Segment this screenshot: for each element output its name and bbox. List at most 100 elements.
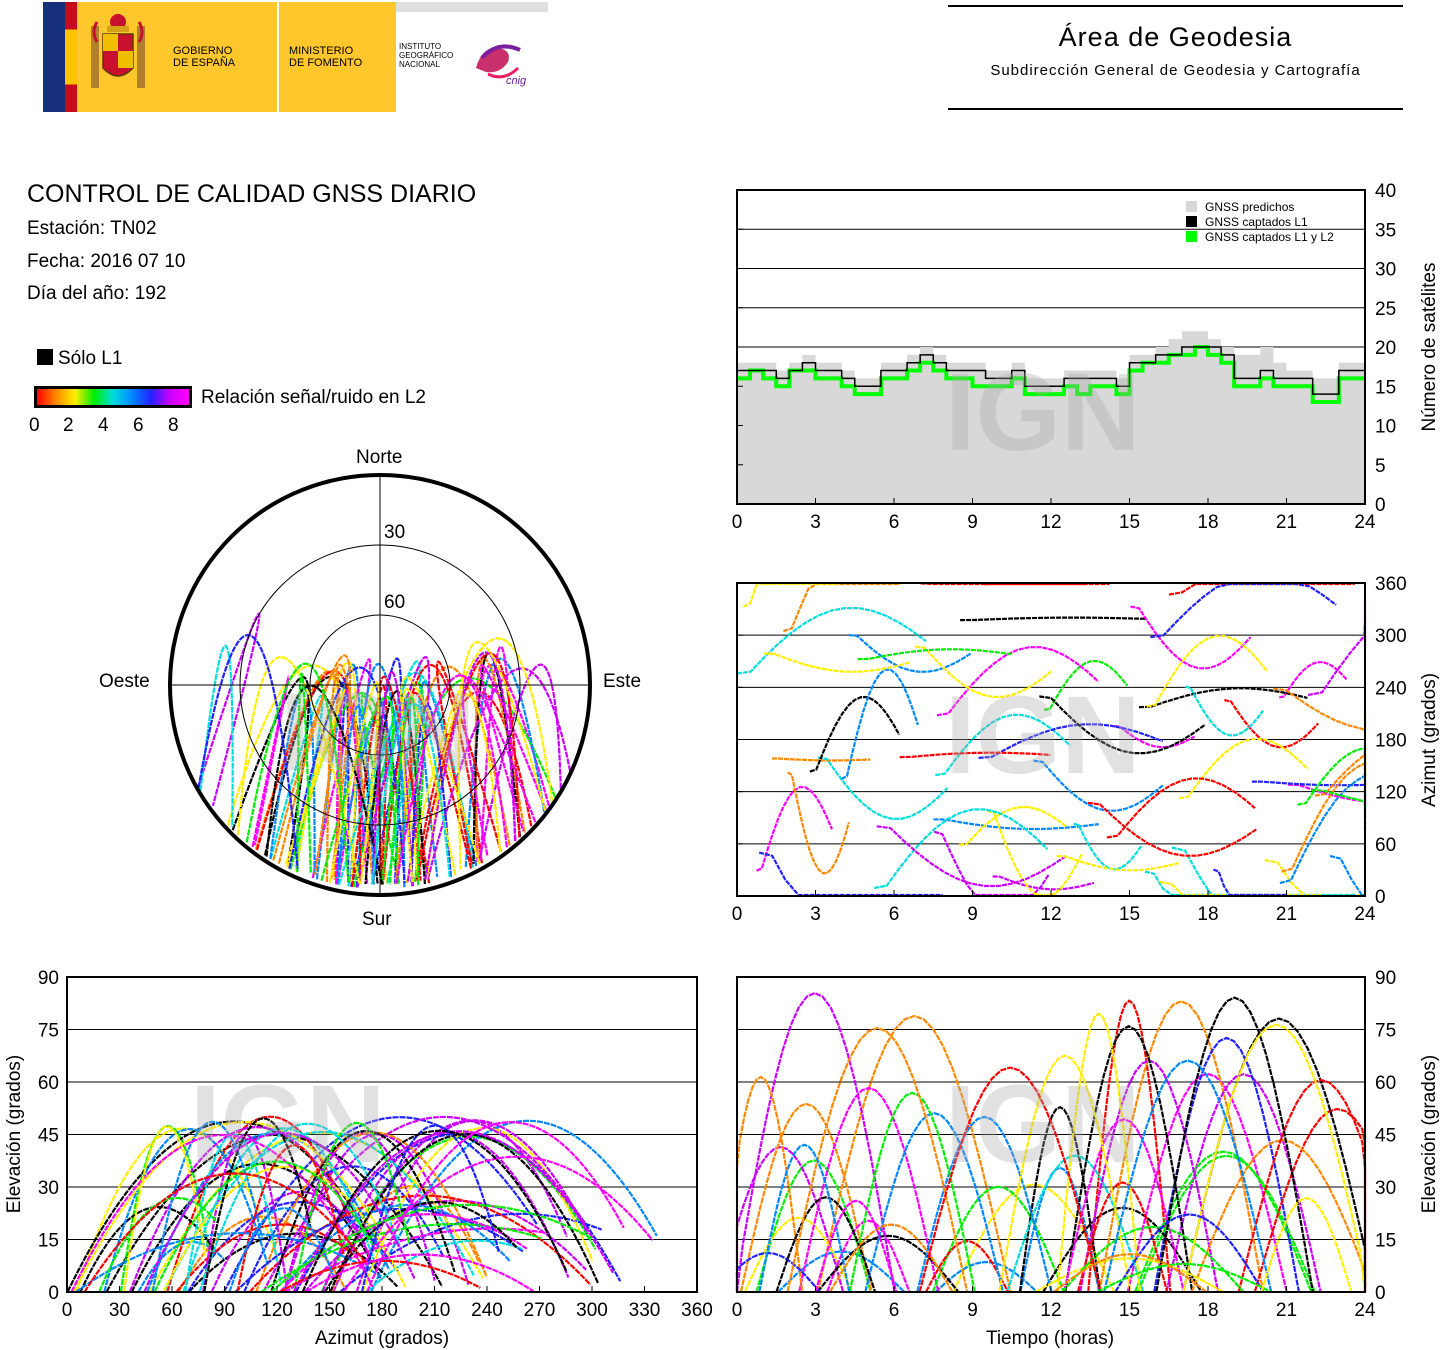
skyplot-track — [401, 687, 457, 883]
azimuth-track — [933, 818, 1099, 831]
l1-only-label: Sólo L1 — [58, 348, 123, 369]
azimuth-track — [958, 806, 1067, 847]
count-ytick-label: 25 — [1375, 299, 1396, 320]
azimuth-time-xtick-label: 15 — [1119, 904, 1140, 925]
elevation-azimuth-xtick-label: 120 — [261, 1300, 293, 1321]
azimuth-track — [1329, 854, 1365, 897]
elevation-time-ytick-label: 15 — [1375, 1231, 1396, 1252]
logo-divider — [277, 2, 279, 112]
coat-of-arms-icon — [91, 14, 145, 88]
azimuth-time-xtick-label: 21 — [1276, 904, 1297, 925]
skyplot-track — [325, 663, 375, 885]
instituto-line-2: GEOGRÁFICO — [399, 51, 454, 60]
count-xtick-label: 12 — [1040, 512, 1061, 533]
legend-swatch-l1l2 — [1186, 231, 1197, 242]
azimuth-track — [978, 723, 1164, 759]
azimuth-time-xtick-label: 0 — [732, 904, 743, 925]
gobierno-line-1: GOBIERNO — [173, 45, 233, 57]
header-rule-top — [948, 5, 1403, 7]
elevation-azimuth-track — [175, 1223, 359, 1293]
azimuth-track — [1184, 685, 1264, 737]
azimuth-track — [848, 633, 972, 673]
count-ytick-label: 40 — [1375, 181, 1396, 202]
elevation-azimuth-track — [293, 1122, 411, 1293]
elevation-azimuth-xtick-label: 60 — [161, 1300, 182, 1321]
skyplot-track — [296, 672, 312, 874]
azimuth-track — [1087, 801, 1258, 857]
skyplot-track — [479, 664, 548, 832]
elevation-azimuth-ylabel: Elevación (grados) — [4, 1055, 25, 1213]
elevation-time-track — [1019, 1166, 1101, 1293]
count-xtick-label: 21 — [1276, 512, 1297, 533]
skyplot-track — [457, 641, 547, 870]
azimuth-track — [1106, 777, 1256, 839]
elevation-time-track — [798, 1086, 940, 1293]
count-series — [737, 331, 1366, 504]
elevation-azimuth-track — [151, 1120, 264, 1293]
azimuth-track — [1178, 737, 1309, 800]
area-subtitle: Subdirección General de Geodesia y Carto… — [990, 62, 1361, 79]
snr-tick-8: 8 — [168, 415, 179, 436]
elevation-time-track — [931, 1185, 1065, 1293]
azimuth-track — [1146, 634, 1269, 708]
elevation-azimuth-track — [365, 1121, 625, 1293]
elevation-time-xtick-label: 0 — [732, 1300, 743, 1321]
count-ytick-label: 10 — [1375, 417, 1396, 438]
azimuth-time-xtick-label: 18 — [1197, 904, 1218, 925]
azimuth-time-xtick-label: 6 — [889, 904, 900, 925]
ministerio-panel: MINISTERIO DE FOMENTO — [279, 2, 396, 112]
elevation-azimuth-track — [70, 1133, 374, 1293]
eu-flag-strip — [43, 2, 65, 112]
skyplot-track — [426, 667, 572, 880]
skyplot-track — [419, 681, 478, 878]
elevation-azimuth-track — [280, 1203, 511, 1293]
azimuth-track — [986, 809, 1084, 897]
skyplot-watermark: IGN — [280, 671, 476, 794]
elevation-time-xtick-label: 12 — [1040, 1300, 1061, 1321]
count-xticks: 0 3 6 9 12 15 18 21 24 — [732, 498, 1376, 533]
elevation-time-track — [814, 1199, 898, 1293]
station-label: Estación: TN02 — [27, 218, 157, 239]
ministerio-text: MINISTERIO DE FOMENTO — [289, 45, 362, 69]
skyplot-west-label: Oeste — [99, 671, 150, 692]
series-l1-line — [737, 346, 1366, 395]
elevation-time-track — [735, 991, 896, 1293]
elevation-time-xtick-label: 15 — [1119, 1300, 1140, 1321]
elevation-time-track — [1006, 1154, 1145, 1293]
elevation-time-track — [925, 1239, 1009, 1293]
elevation-azimuth-track — [360, 1124, 500, 1293]
skyplot-track — [410, 704, 452, 883]
elevation-azimuth-ytick-label: 15 — [38, 1231, 59, 1252]
skyplot-track — [272, 654, 352, 880]
date-label: Fecha: 2016 07 10 — [27, 251, 186, 272]
count-xtick-label: 9 — [967, 512, 978, 533]
count-xtick-label: 15 — [1119, 512, 1140, 533]
elevation-time-track — [1182, 1023, 1367, 1293]
skyplot-ring-60-label: 60 — [384, 592, 405, 613]
elevation-time-xtick-label: 18 — [1197, 1300, 1218, 1321]
elevation-time-ytick-label: 60 — [1375, 1073, 1396, 1094]
area-title: Área de Geodesia — [1058, 22, 1293, 52]
elevation-time-track — [998, 1054, 1132, 1293]
gobierno-panel: GOBIERNO DE ESPAÑA — [77, 2, 277, 112]
elevation-azimuth-ytick-label: 60 — [38, 1073, 59, 1094]
azimuth-time-ytick-label: 0 — [1375, 887, 1386, 908]
count-ytick-label: 0 — [1375, 495, 1386, 516]
skyplot-track — [414, 690, 533, 882]
skyplot-track — [371, 671, 414, 887]
elevation-time-track — [739, 1102, 873, 1293]
elevation-time-track — [775, 1196, 877, 1293]
skyplot-track — [415, 652, 521, 882]
elevation-time-xlabel: Tiempo (horas) — [986, 1328, 1114, 1349]
snr-tick-6: 6 — [133, 415, 144, 436]
azimuth-track — [736, 607, 927, 675]
azimuth-track — [935, 713, 1071, 777]
elevation-azimuth-track — [186, 1201, 399, 1293]
count-xtick-label: 24 — [1354, 512, 1376, 533]
elevation-time-watermark: IGN — [945, 1063, 1141, 1186]
azimuth-track — [758, 851, 943, 897]
skyplot-track — [197, 634, 299, 869]
azimuth-track — [1251, 780, 1367, 787]
azimuth-track — [1281, 761, 1367, 873]
azimuth-track — [1114, 725, 1196, 749]
